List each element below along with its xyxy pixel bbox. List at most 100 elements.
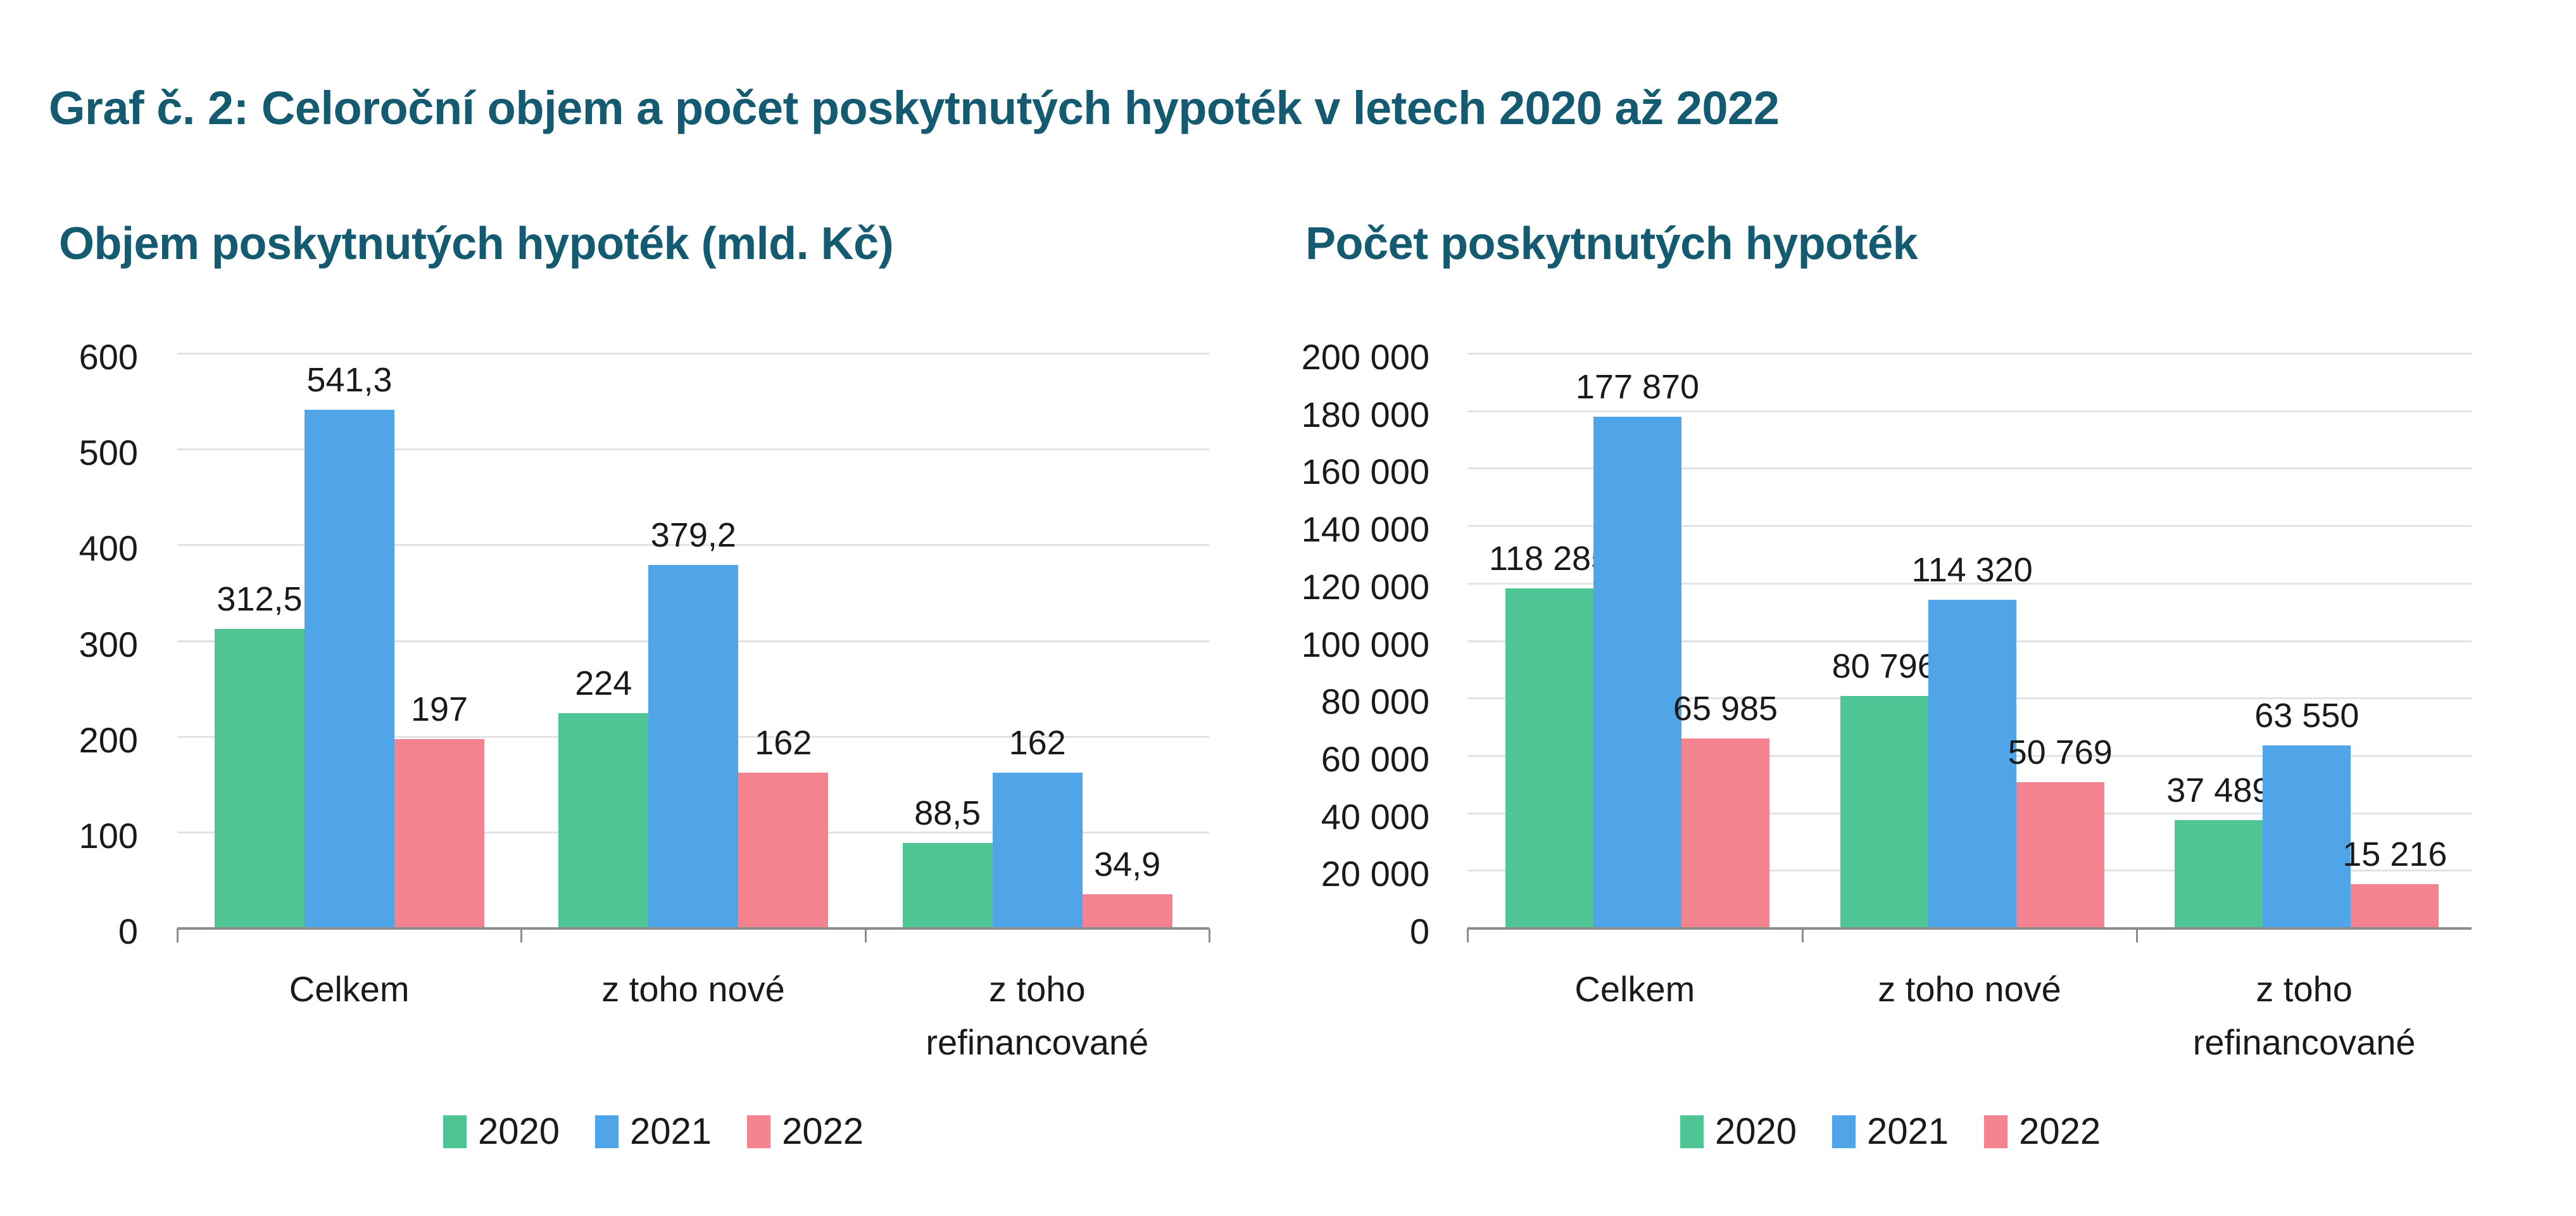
data-label: 50 769 (2007, 733, 2113, 771)
data-label: 80 796 (1831, 647, 1937, 685)
left-chart-legend: 2020 2021 2022 (443, 1110, 864, 1154)
x-axis-tick (2136, 928, 2139, 942)
legend-label: 2020 (478, 1111, 560, 1152)
right-chart-legend: 2020 2021 2022 (1680, 1110, 2101, 1154)
legend-label: 2021 (1867, 1111, 1949, 1152)
bar-2021-2[interactable] (1928, 599, 2016, 928)
category-label-line: refinancované (926, 1022, 1149, 1062)
gridline (1467, 525, 2472, 528)
category-label: z toho nové (1802, 963, 2137, 1016)
legend-item-2022[interactable]: 2022 (1984, 1113, 2101, 1150)
data-label: 162 (755, 724, 812, 763)
data-label: 63 550 (2254, 696, 2359, 735)
bar-2021-3[interactable] (992, 773, 1083, 928)
bar-2021-1[interactable] (1593, 417, 1681, 928)
y-axis-tick-label: 600 (79, 337, 138, 377)
legend-label: 2022 (782, 1111, 864, 1152)
category-label: Celkem (1467, 963, 1802, 1016)
category-label-line: Celkem (1574, 969, 1695, 1009)
y-axis-tick-label: 200 000 (1301, 337, 1429, 377)
category-label-line: Celkem (289, 969, 410, 1009)
bar-2020-1[interactable] (215, 628, 305, 928)
x-axis-tick (864, 928, 867, 942)
y-axis-tick-label: 60 000 (1321, 738, 1429, 779)
bar-2020-3[interactable] (902, 843, 993, 928)
bar-2022-2[interactable] (2016, 782, 2104, 928)
y-axis-tick-label: 80 000 (1321, 681, 1429, 722)
legend-swatch-2021-icon (595, 1115, 619, 1148)
legend-label: 2022 (2019, 1111, 2101, 1152)
gridline (1467, 467, 2472, 470)
y-axis-tick-label: 400 (79, 528, 138, 569)
bar-2020-2[interactable] (1840, 695, 1928, 928)
left-chart-title: Objem poskytnutých hypoték (mld. Kč) (59, 218, 894, 269)
x-axis-tick (177, 928, 179, 942)
category-label-line: z toho (989, 969, 1086, 1009)
category-label-line: z toho nové (601, 969, 785, 1009)
gridline (1467, 582, 2472, 585)
bar-2021-3[interactable] (2263, 745, 2351, 928)
bar-2022-3[interactable] (1082, 894, 1172, 928)
gridline (177, 353, 1209, 355)
bar-2022-1[interactable] (394, 739, 484, 928)
y-axis-tick-label: 40 000 (1321, 796, 1429, 837)
category-label: z toho refinancované (865, 963, 1209, 1069)
y-axis-tick-label: 0 (1409, 911, 1429, 951)
data-label: 37 489 (2166, 771, 2271, 809)
data-label: 114 320 (1911, 550, 2033, 589)
legend-label: 2020 (1715, 1111, 1797, 1152)
x-axis-tick (1467, 928, 1469, 942)
bar-2022-3[interactable] (2351, 884, 2439, 928)
data-label: 197 (410, 690, 468, 729)
data-label: 177 870 (1575, 368, 1700, 407)
data-label: 541,3 (306, 360, 393, 399)
data-label: 118 285 (1488, 539, 1611, 578)
legend-item-2020[interactable]: 2020 (443, 1113, 560, 1150)
legend-item-2021[interactable]: 2021 (595, 1113, 712, 1150)
data-label: 34,9 (1094, 846, 1161, 884)
y-axis-tick-label: 500 (79, 433, 138, 473)
bar-2020-2[interactable] (558, 713, 649, 928)
legend-label: 2021 (630, 1111, 712, 1152)
bar-2022-2[interactable] (738, 773, 829, 928)
data-label: 312,5 (217, 580, 303, 618)
y-axis-tick-label: 100 (79, 815, 138, 856)
bar-2020-3[interactable] (2175, 820, 2263, 928)
x-axis-tick (1209, 928, 1210, 942)
gridline (1467, 410, 2472, 412)
bar-2021-1[interactable] (305, 409, 394, 928)
y-axis-tick-label: 160 000 (1301, 452, 1429, 492)
y-axis-tick-label: 200 (79, 719, 138, 760)
legend-swatch-2021-icon (1832, 1115, 1856, 1148)
gridline (177, 448, 1209, 451)
x-axis-tick (520, 928, 523, 942)
y-axis-tick-label: 100 000 (1301, 624, 1429, 664)
right-chart-title: Počet poskytnutých hypoték (1305, 218, 1918, 269)
y-axis-tick-label: 300 (79, 624, 138, 664)
data-label: 379,2 (650, 516, 736, 554)
x-axis-line (177, 927, 1209, 930)
legend-swatch-2022-icon (1984, 1115, 2008, 1148)
y-axis-tick-label: 0 (118, 911, 138, 951)
x-axis-line (1467, 927, 2472, 930)
bar-2020-1[interactable] (1505, 588, 1593, 928)
legend-swatch-2020-icon (1680, 1115, 1704, 1148)
category-label-line: refinancované (2192, 1022, 2416, 1062)
y-axis-tick-label: 140 000 (1301, 509, 1429, 550)
data-label: 15 216 (2342, 835, 2447, 873)
gridline (177, 544, 1209, 547)
category-label: Celkem (177, 963, 521, 1016)
y-axis-tick-label: 20 000 (1321, 854, 1429, 894)
category-label-line: z toho nové (1878, 969, 2061, 1009)
data-label: 224 (575, 664, 632, 703)
bar-2022-1[interactable] (1681, 738, 1769, 928)
bar-2021-2[interactable] (648, 564, 739, 928)
legend-item-2020[interactable]: 2020 (1680, 1113, 1797, 1150)
category-label: z toho nové (521, 963, 865, 1016)
legend-item-2021[interactable]: 2021 (1832, 1113, 1949, 1150)
legend-item-2022[interactable]: 2022 (747, 1113, 864, 1150)
data-label: 88,5 (914, 794, 981, 833)
figure-title: Graf č. 2: Celoroční objem a počet posky… (49, 82, 1780, 134)
